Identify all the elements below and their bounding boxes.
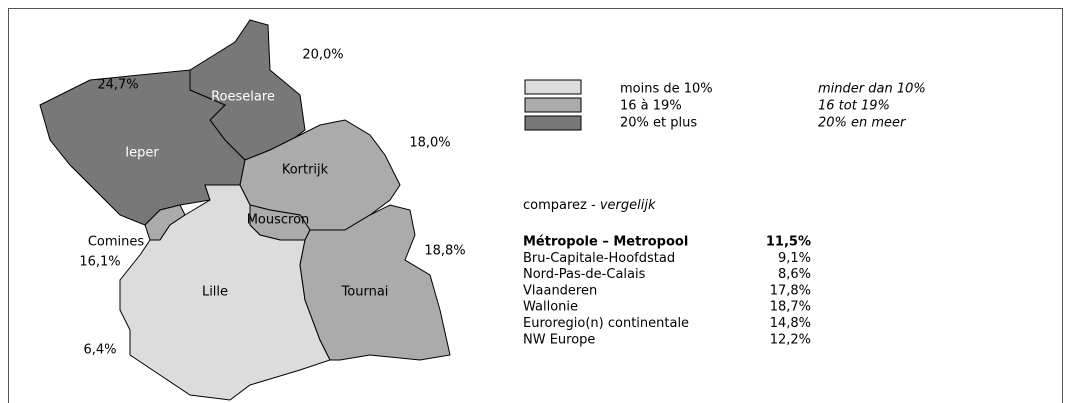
legend-label: 16 tot 19% <box>818 99 890 114</box>
row-label: Euroregio(n) continentale <box>523 316 689 331</box>
region-name: Tournai <box>341 285 389 300</box>
region-value: 18,8% <box>424 244 465 259</box>
region-tournai <box>299 204 451 361</box>
row-value: 11,5% <box>766 235 811 250</box>
region-name: Ieper <box>125 146 159 161</box>
row-label: Vlaanderen <box>523 283 597 298</box>
region-value: 20,0% <box>302 48 343 63</box>
region-name: Kortrijk <box>282 163 329 178</box>
compare-title: comparez - vergelijk <box>523 198 656 213</box>
compare-table: Métropole – Metropool 11,5% Bru-Capitale-H… <box>523 235 811 348</box>
legend-label: 16 à 19% <box>620 99 682 114</box>
region-name: Roeselare <box>211 90 275 105</box>
region-value: 16,1% <box>79 255 120 270</box>
row-value: 12,2% <box>770 332 811 347</box>
map: Roeselare 20,0% Ieper 24,7% Kortrijk 18,… <box>39 19 466 401</box>
row-label: Bru-Capitale-Hoofdstad <box>523 251 675 266</box>
row-value: 8,6% <box>778 267 811 282</box>
frame <box>8 8 1063 403</box>
region-value: 6,4% <box>83 343 116 358</box>
legend-label: minder dan 10% <box>818 82 926 97</box>
row-label: NW Europe <box>523 332 595 347</box>
legend-label: 20% et plus <box>620 116 697 131</box>
compare-fr: comparez - <box>523 198 596 213</box>
row-value: 17,8% <box>770 283 811 298</box>
region-value: 18,0% <box>409 136 450 151</box>
region-name: Mouscron <box>247 213 310 228</box>
legend: moins de 10% 16 à 19% 20% et plus minder… <box>524 79 926 131</box>
region-value: 24,7% <box>97 78 138 93</box>
legend-swatch <box>524 79 582 95</box>
row-value: 9,1% <box>778 251 811 266</box>
region-name: Comines <box>88 235 145 250</box>
legend-swatch <box>524 115 582 131</box>
row-label: Wallonie <box>523 300 578 315</box>
row-label: Nord-Pas-de-Calais <box>523 267 646 282</box>
row-value: 14,8% <box>770 316 811 331</box>
row-value: 18,7% <box>770 300 811 315</box>
legend-swatch <box>524 97 582 113</box>
region-name: Lille <box>202 285 228 300</box>
row-label: Métropole – Metropool <box>523 235 688 250</box>
legend-label: moins de 10% <box>620 82 713 97</box>
legend-label: 20% en meer <box>818 116 907 131</box>
compare-nl: vergelijk <box>600 198 656 213</box>
